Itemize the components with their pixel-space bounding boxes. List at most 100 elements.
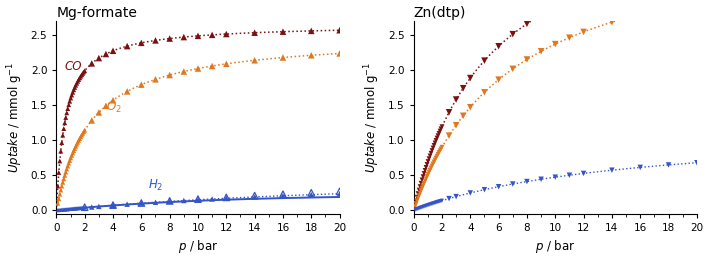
Point: [60, 115, 72, 120]
Point: [443, 197, 454, 201]
Point: [69, 146, 80, 151]
Point: [430, 200, 442, 205]
Point: [418, 171, 430, 176]
Point: [93, 56, 104, 60]
Point: [423, 172, 434, 176]
Point: [423, 170, 435, 174]
Point: [635, 12, 646, 16]
Point: [549, 175, 561, 179]
Point: [71, 81, 82, 85]
Point: [414, 185, 425, 189]
Point: [192, 34, 203, 38]
Point: [413, 206, 425, 210]
Point: [415, 181, 427, 185]
Point: [69, 206, 80, 211]
Point: [192, 67, 203, 71]
Point: [79, 205, 90, 210]
Point: [71, 206, 82, 210]
Point: [415, 205, 427, 210]
Point: [59, 173, 70, 177]
Point: [606, 168, 618, 172]
Point: [521, 57, 532, 62]
Point: [52, 201, 63, 205]
Point: [220, 195, 232, 199]
Point: [479, 188, 490, 192]
Text: $H_2$: $H_2$: [148, 178, 164, 193]
X-axis label: $p$ / bar: $p$ / bar: [178, 239, 218, 256]
Point: [65, 156, 77, 160]
Point: [54, 159, 65, 163]
Point: [121, 44, 133, 48]
Point: [54, 192, 65, 196]
Point: [418, 175, 429, 179]
Point: [464, 105, 476, 109]
Point: [535, 177, 547, 181]
Point: [413, 194, 425, 198]
Point: [507, 182, 518, 186]
Point: [411, 199, 422, 203]
Point: [57, 133, 69, 137]
Point: [121, 89, 133, 93]
Point: [277, 55, 289, 60]
Text: Mg-formate: Mg-formate: [56, 5, 138, 20]
Point: [424, 202, 435, 206]
Point: [59, 121, 70, 125]
Point: [457, 86, 469, 90]
Point: [493, 44, 504, 48]
Point: [249, 31, 260, 35]
Point: [61, 167, 72, 171]
Point: [443, 110, 454, 114]
Point: [76, 206, 87, 210]
Point: [58, 177, 69, 181]
Point: [430, 156, 442, 160]
Point: [52, 208, 63, 212]
Point: [411, 207, 423, 211]
Point: [178, 198, 189, 203]
Point: [334, 28, 345, 32]
Point: [432, 152, 444, 156]
Point: [74, 137, 85, 141]
Y-axis label: $Uptake$ / mmol g$^{-1}$: $Uptake$ / mmol g$^{-1}$: [363, 62, 382, 173]
Point: [60, 207, 72, 211]
Point: [107, 49, 118, 53]
Point: [206, 33, 218, 37]
Point: [663, 5, 674, 9]
Point: [428, 162, 439, 166]
Point: [150, 38, 161, 43]
Point: [77, 131, 89, 135]
Point: [420, 177, 432, 181]
Point: [414, 191, 425, 195]
Point: [435, 129, 446, 133]
Point: [431, 136, 442, 140]
Point: [435, 147, 447, 151]
Point: [135, 201, 147, 205]
Point: [425, 202, 437, 206]
Point: [55, 188, 67, 192]
Point: [430, 141, 441, 145]
Point: [93, 204, 104, 209]
Point: [431, 200, 442, 204]
Point: [564, 173, 575, 177]
Point: [428, 201, 440, 205]
Point: [79, 69, 90, 73]
Point: [413, 188, 425, 192]
Point: [192, 198, 203, 202]
Point: [57, 180, 69, 185]
Point: [72, 79, 84, 84]
Point: [100, 104, 111, 108]
Point: [192, 197, 203, 201]
Point: [77, 206, 89, 210]
Point: [61, 207, 72, 211]
Point: [409, 204, 420, 209]
Point: [691, 0, 703, 4]
Point: [79, 205, 90, 209]
Point: [64, 207, 75, 211]
Point: [178, 69, 189, 74]
Point: [418, 181, 430, 185]
Point: [419, 168, 430, 173]
Point: [423, 159, 434, 164]
Point: [64, 99, 75, 103]
Point: [107, 203, 118, 207]
Point: [663, 163, 674, 167]
Point: [277, 194, 289, 198]
